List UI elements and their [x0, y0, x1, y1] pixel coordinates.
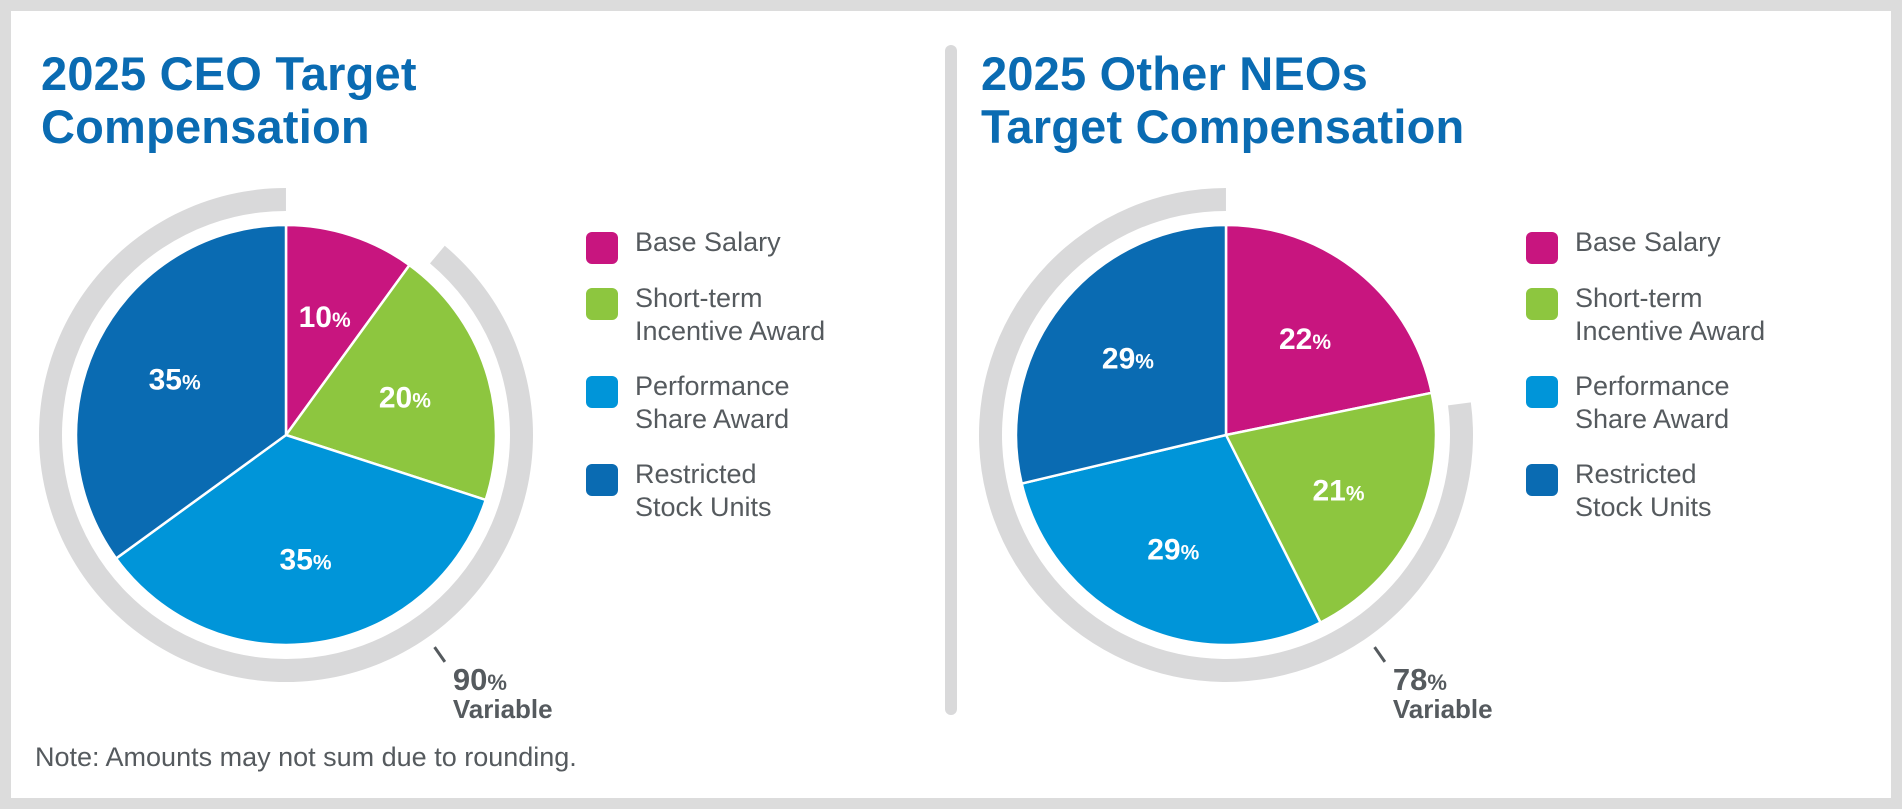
neo-title-line1: 2025 Other NEOs: [981, 47, 1369, 100]
neo-variable-callout-tick: [1373, 646, 1387, 663]
neo-variable-percent: 78%: [1393, 662, 1447, 697]
ceo-fixed-ring-gap: [286, 188, 432, 254]
legend-item-short-term-incentive: Short-term Incentive Award: [586, 282, 926, 370]
ceo-slice-restricted-stock: [74, 223, 288, 560]
neo-slice-base-salary: [1224, 223, 1433, 437]
ceo-legend: Base Salary Short-term Incentive Award P…: [586, 226, 926, 546]
neo-chart-title: 2025 Other NEOs Target Compensation: [981, 47, 1464, 153]
legend-swatch-base-salary: [1526, 232, 1558, 264]
legend-label-short-term-incentive: Short-term Incentive Award: [1575, 283, 1766, 346]
legend-item-base-salary: Base Salary: [1526, 226, 1866, 282]
ceo-slice-performance-share: [114, 433, 487, 647]
neo-compensation-panel: 2025 Other NEOs Target Compensation 22% 2…: [951, 11, 1881, 731]
neo-pie-chart: 22% 21% 29% 29% 78%Variable: [979, 188, 1493, 724]
legend-swatch-performance-share: [1526, 376, 1558, 408]
ceo-variable-percent: 90%: [453, 662, 507, 697]
legend-item-performance-share: Performance Share Award: [1526, 370, 1866, 458]
ceo-slice-short-term-incentive: [284, 263, 498, 502]
ceo-slice-label-restricted-stock: 35%: [149, 363, 201, 396]
legend-label-performance-share: Performance Share Award: [1575, 371, 1730, 434]
legend-swatch-short-term-incentive: [1526, 288, 1558, 320]
ceo-variable-callout-tick: [433, 646, 447, 663]
ceo-slice-base-salary: [284, 223, 411, 437]
neo-slice-short-term-incentive: [1224, 391, 1438, 624]
ceo-slice-label-base-salary: 10%: [299, 301, 351, 334]
footnote: Note: Amounts may not sum due to roundin…: [35, 742, 577, 772]
legend-item-base-salary: Base Salary: [586, 226, 926, 282]
ceo-variable-label: Variable: [453, 694, 553, 724]
legend-label-restricted-stock: Restricted Stock Units: [1575, 459, 1712, 522]
neo-slice-label-performance-share: 29%: [1147, 533, 1199, 566]
ceo-compensation-panel: 2025 CEO Target Compensation 10% 20% 35% 35…: [11, 11, 941, 731]
ceo-slice-label-short-term-incentive: 20%: [379, 381, 431, 414]
legend-item-performance-share: Performance Share Award: [586, 370, 926, 458]
legend-label-base-salary: Base Salary: [635, 227, 781, 257]
neo-slice-label-restricted-stock: 29%: [1102, 342, 1154, 375]
neo-title-line2: Target Compensation: [981, 100, 1465, 153]
legend-item-short-term-incentive: Short-term Incentive Award: [1526, 282, 1866, 370]
infographic-frame: 2025 CEO Target Compensation 10% 20% 35% 35…: [11, 11, 1891, 798]
legend-swatch-restricted-stock: [1526, 464, 1558, 496]
legend-swatch-restricted-stock: [586, 464, 618, 496]
legend-label-base-salary: Base Salary: [1575, 227, 1721, 257]
ceo-slice-label-performance-share: 35%: [280, 543, 332, 576]
neo-legend: Base Salary Short-term Incentive Award P…: [1526, 226, 1866, 546]
legend-item-restricted-stock: Restricted Stock Units: [586, 458, 926, 546]
legend-swatch-base-salary: [586, 232, 618, 264]
legend-swatch-performance-share: [586, 376, 618, 408]
legend-item-restricted-stock: Restricted Stock Units: [1526, 458, 1866, 546]
neo-slice-label-base-salary: 22%: [1279, 323, 1331, 356]
ceo-chart-title: 2025 CEO Target Compensation: [41, 47, 417, 153]
panel-divider: [945, 45, 957, 715]
legend-swatch-short-term-incentive: [586, 288, 618, 320]
neo-variable-label: Variable: [1393, 694, 1493, 724]
legend-label-restricted-stock: Restricted Stock Units: [635, 459, 772, 522]
ceo-title-line1: 2025 CEO Target: [41, 47, 417, 100]
neo-slice-label-short-term-incentive: 21%: [1312, 474, 1364, 507]
legend-label-short-term-incentive: Short-term Incentive Award: [635, 283, 826, 346]
ceo-pie-chart: 10% 20% 35% 35% 90%Variable: [39, 188, 553, 724]
neo-slice-restricted-stock: [1014, 223, 1228, 485]
legend-label-performance-share: Performance Share Award: [635, 371, 790, 434]
ceo-title-line2: Compensation: [41, 100, 370, 153]
neo-slice-performance-share: [1020, 433, 1322, 647]
neo-fixed-ring-gap: [1226, 188, 1468, 391]
